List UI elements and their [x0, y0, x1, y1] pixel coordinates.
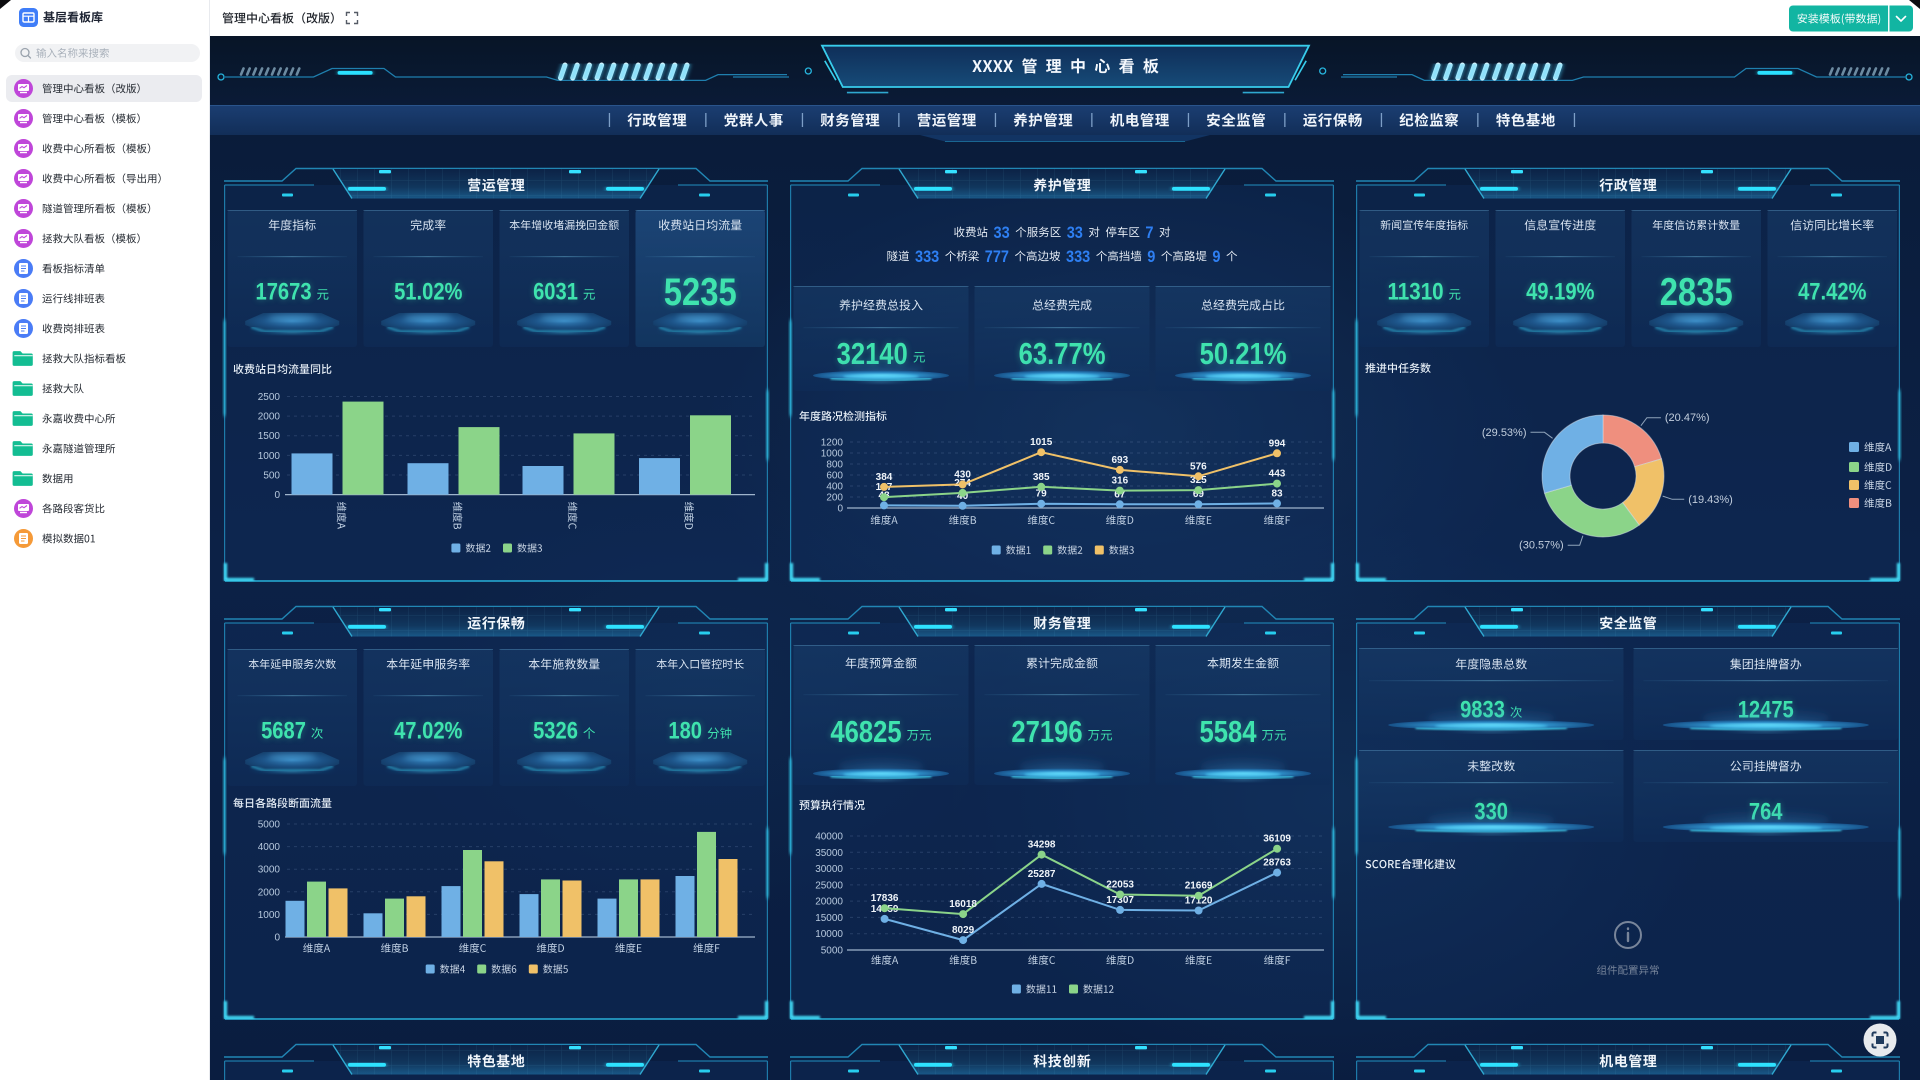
svg-text:83: 83: [1271, 488, 1283, 499]
svg-text:49.19%: 49.19%: [1526, 279, 1594, 306]
svg-text:51.02%: 51.02%: [394, 279, 462, 306]
svg-text:5000: 5000: [258, 820, 281, 831]
svg-text:25000: 25000: [815, 880, 843, 891]
svg-text:(30.57%): (30.57%): [1519, 540, 1564, 552]
svg-text:180: 180: [668, 718, 702, 745]
svg-text:22053: 22053: [1106, 880, 1134, 891]
svg-text:333: 333: [1066, 248, 1090, 266]
svg-text:4000: 4000: [258, 842, 281, 853]
svg-text:5000: 5000: [821, 946, 844, 957]
svg-text:9: 9: [1212, 248, 1220, 266]
svg-text:40000: 40000: [815, 832, 843, 843]
svg-text:69: 69: [1193, 489, 1205, 500]
svg-text:1015: 1015: [1030, 437, 1053, 448]
svg-text:2835: 2835: [1660, 271, 1733, 314]
svg-text:11310: 11310: [1388, 279, 1444, 306]
svg-text:500: 500: [263, 471, 280, 482]
svg-text:777: 777: [985, 248, 1009, 266]
svg-text:67: 67: [1114, 489, 1126, 500]
svg-text:33: 33: [994, 224, 1010, 242]
svg-text:5326: 5326: [533, 718, 578, 745]
svg-text:994: 994: [1269, 438, 1286, 449]
svg-text:30000: 30000: [815, 864, 843, 875]
svg-text:46825: 46825: [830, 715, 901, 749]
svg-text:17673: 17673: [256, 279, 312, 306]
svg-text:1500: 1500: [258, 431, 281, 442]
svg-text:333: 333: [915, 248, 939, 266]
svg-text:400: 400: [826, 482, 843, 493]
svg-text:1200: 1200: [821, 438, 844, 449]
svg-text:21669: 21669: [1185, 881, 1213, 892]
svg-text:5687: 5687: [261, 718, 306, 745]
svg-text:25287: 25287: [1028, 869, 1056, 880]
svg-text:800: 800: [826, 460, 843, 471]
svg-text:0: 0: [837, 504, 843, 515]
svg-text:5235: 5235: [664, 271, 737, 314]
svg-text:16018: 16018: [949, 899, 977, 910]
svg-text:200: 200: [826, 493, 843, 504]
svg-text:20000: 20000: [815, 897, 843, 908]
svg-text:2000: 2000: [258, 412, 281, 423]
svg-text:17120: 17120: [1185, 896, 1213, 907]
svg-text:385: 385: [1033, 472, 1050, 483]
svg-text:(19.43%): (19.43%): [1688, 494, 1733, 506]
svg-text:34298: 34298: [1028, 840, 1056, 851]
svg-text:2000: 2000: [258, 887, 281, 898]
svg-text:576: 576: [1190, 461, 1207, 472]
svg-text:9: 9: [1147, 248, 1155, 266]
svg-text:47.42%: 47.42%: [1798, 279, 1866, 306]
svg-text:430: 430: [954, 469, 971, 480]
svg-text:28763: 28763: [1263, 858, 1291, 869]
svg-text:5584: 5584: [1200, 715, 1257, 749]
svg-text:1000: 1000: [821, 449, 844, 460]
svg-text:36109: 36109: [1263, 834, 1291, 845]
svg-text:384: 384: [876, 472, 893, 483]
svg-text:10000: 10000: [815, 929, 843, 940]
svg-text:(20.47%): (20.47%): [1665, 412, 1710, 424]
svg-text:27196: 27196: [1011, 715, 1082, 749]
svg-text:325: 325: [1190, 475, 1207, 486]
svg-text:6031: 6031: [533, 279, 578, 306]
svg-text:7: 7: [1145, 224, 1153, 242]
svg-text:(29.53%): (29.53%): [1482, 427, 1527, 439]
svg-text:33: 33: [1067, 224, 1083, 242]
svg-text:1000: 1000: [258, 910, 281, 921]
svg-text:0: 0: [274, 933, 280, 944]
svg-text:1000: 1000: [258, 451, 281, 462]
svg-text:79: 79: [1036, 489, 1048, 500]
svg-text:0: 0: [274, 490, 280, 501]
svg-text:3000: 3000: [258, 865, 281, 876]
svg-text:316: 316: [1111, 476, 1128, 487]
svg-text:35000: 35000: [815, 848, 843, 859]
svg-text:693: 693: [1111, 455, 1128, 466]
svg-text:15000: 15000: [815, 913, 843, 924]
svg-text:17836: 17836: [871, 893, 899, 904]
svg-text:443: 443: [1269, 469, 1286, 480]
svg-text:8029: 8029: [952, 925, 975, 936]
svg-text:600: 600: [826, 471, 843, 482]
svg-text:2500: 2500: [258, 392, 281, 403]
svg-text:47.02%: 47.02%: [394, 718, 462, 745]
svg-text:17307: 17307: [1106, 895, 1134, 906]
